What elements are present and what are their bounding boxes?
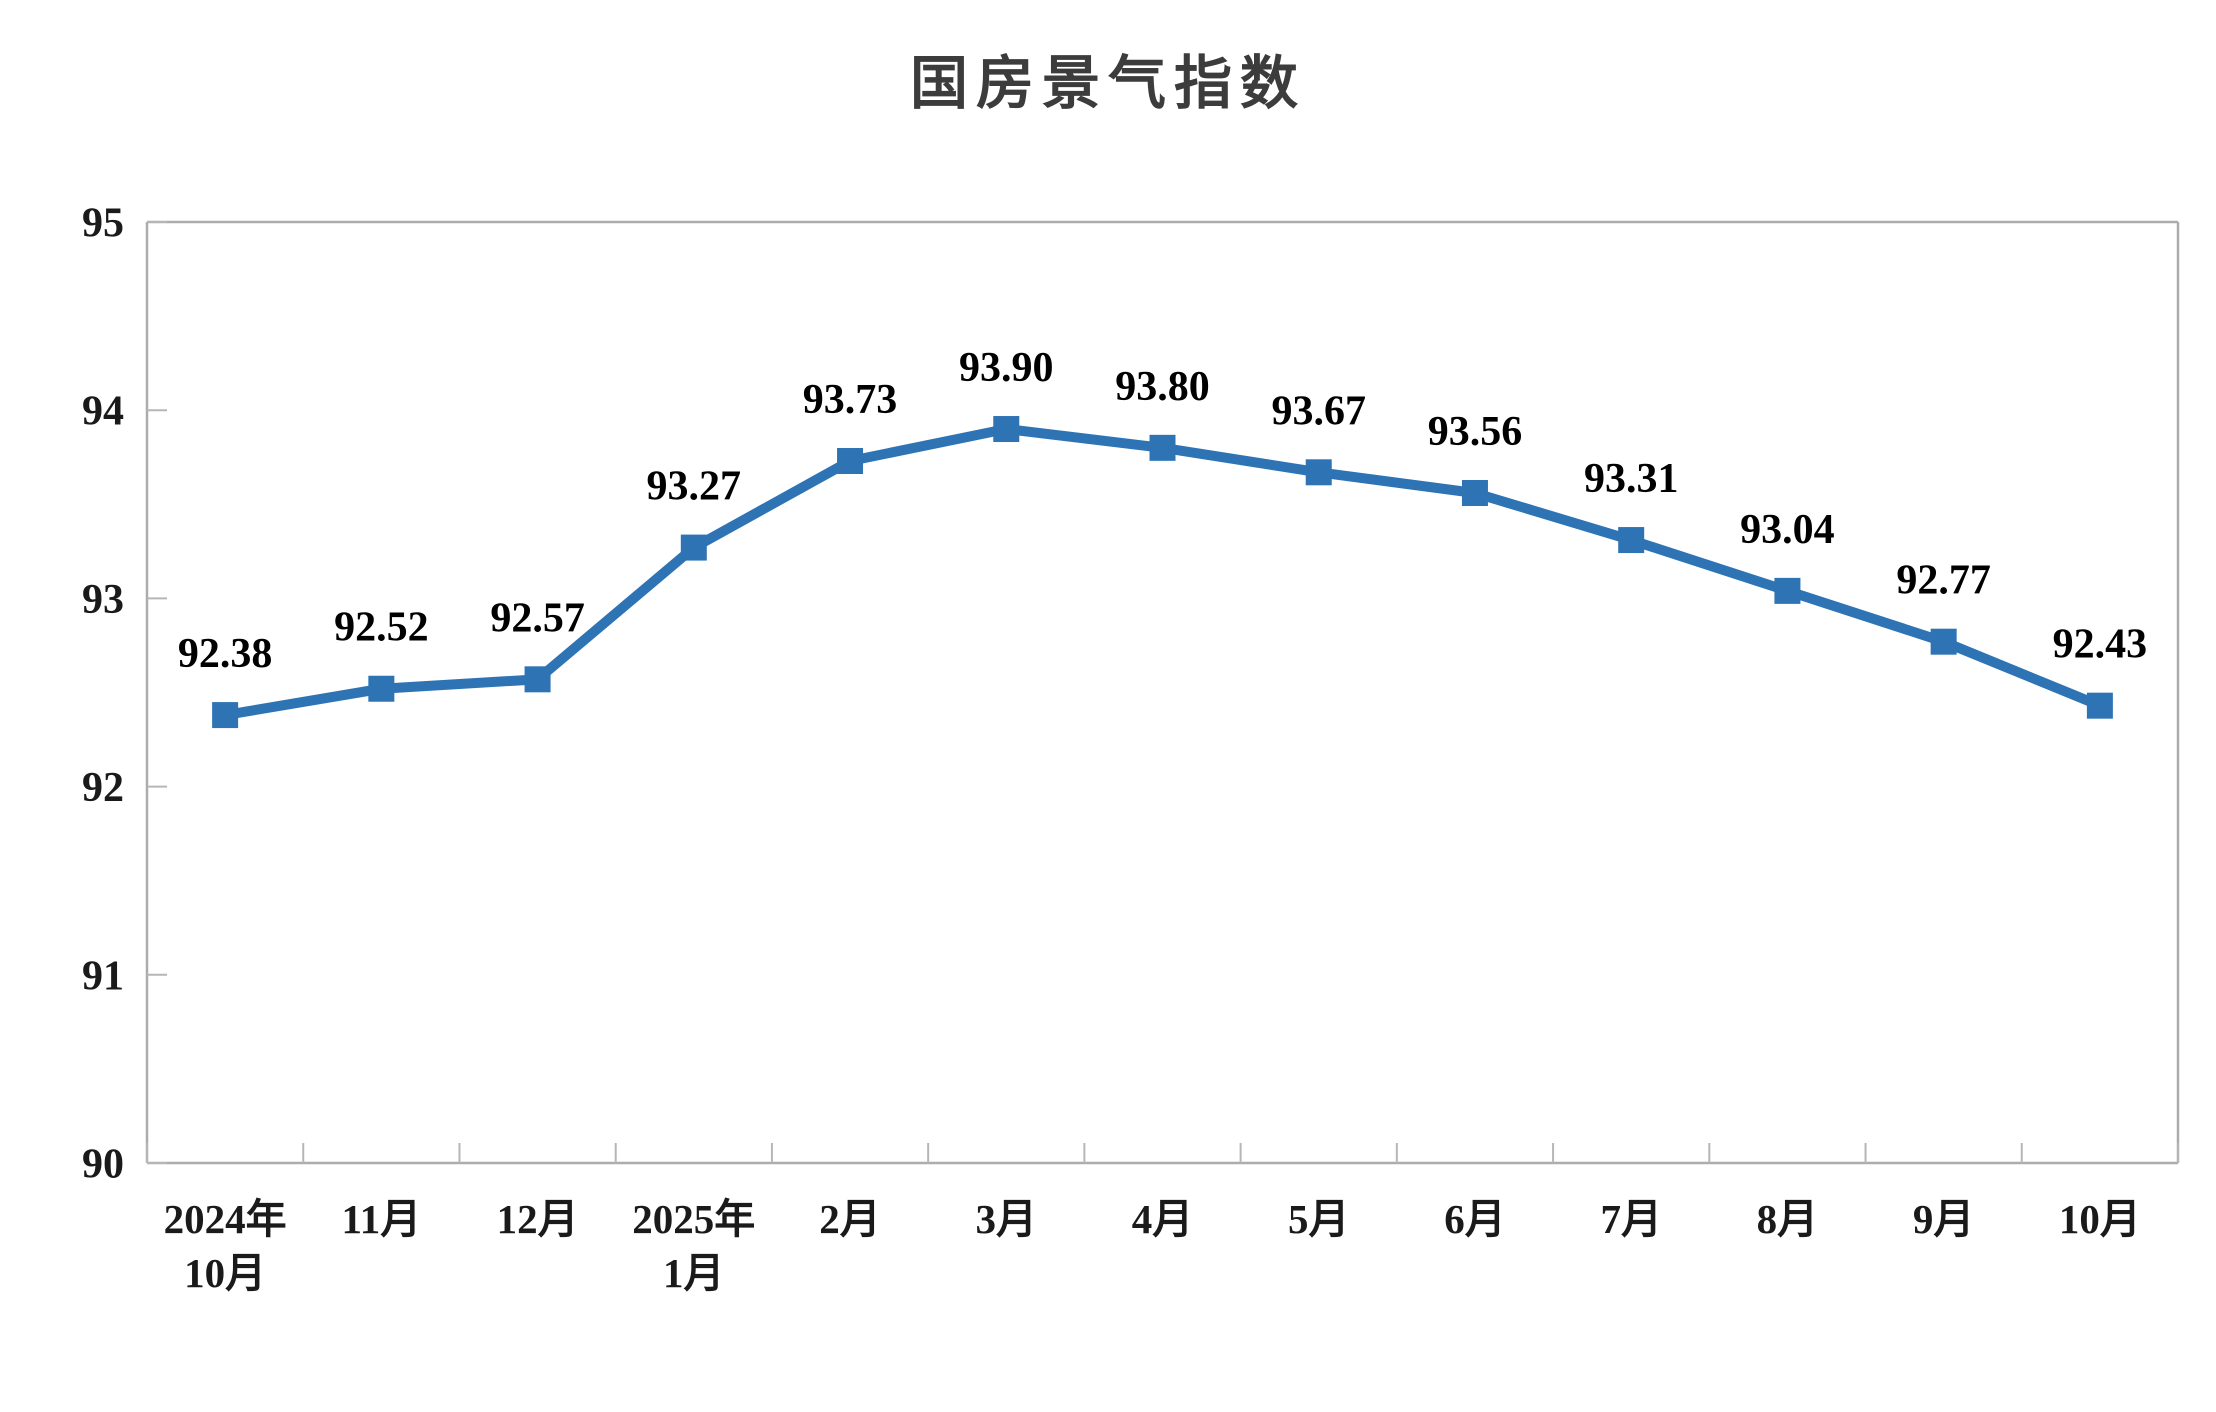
data-point-label: 92.77 [1896,558,1991,604]
x-axis-category-label: 3月 [976,1196,1038,1242]
x-axis-category-label: 9月 [1913,1196,1975,1242]
data-point-marker [1930,628,1957,655]
data-point-label: 93.80 [1115,364,1210,410]
x-axis-category-label: 12月 [497,1196,579,1242]
x-axis-category-label: 2025年 1月 [632,1196,755,1296]
x-axis-category-label: 11月 [341,1196,421,1242]
y-axis-tick-label: 93 [82,577,124,623]
data-point-marker [1618,527,1645,554]
data-point-marker [1305,459,1332,486]
data-point-marker [837,448,864,475]
x-axis-category-label: 2024年 10月 [164,1196,287,1296]
data-point-label: 92.57 [490,595,585,641]
x-axis-category-label: 6月 [1444,1196,1506,1242]
data-point-label: 92.38 [178,631,273,677]
y-axis-tick-label: 94 [82,389,124,435]
data-point-marker [2086,692,2113,719]
data-point-marker [368,675,395,702]
x-axis-category-label: 8月 [1757,1196,1819,1242]
data-point-marker [680,534,707,561]
y-axis-tick-label: 91 [82,953,124,999]
data-point-label: 93.04 [1740,507,1835,553]
x-axis-category-label: 5月 [1288,1196,1350,1242]
data-point-label: 92.52 [334,605,429,651]
data-point-label: 93.73 [803,377,898,423]
y-axis-tick-label: 95 [82,201,124,247]
data-point-label: 93.56 [1428,409,1523,455]
data-point-marker [1149,434,1176,461]
chart-title: 国房景气指数 [909,51,1306,116]
data-line [220,424,2105,721]
x-axis-category-label: 4月 [1132,1196,1194,1242]
data-point-marker [1461,480,1488,507]
y-axis-tick-label: 92 [82,765,124,811]
data-point-label: 93.31 [1584,456,1679,502]
data-point-label: 93.27 [647,464,742,510]
data-point-label: 93.67 [1271,388,1366,434]
x-axis-category-label: 10月 [2059,1196,2141,1242]
y-axis-tick-label: 90 [82,1142,124,1188]
data-point-marker [212,702,239,729]
data-point-label: 93.90 [959,345,1054,391]
data-point-marker [993,416,1020,443]
x-axis-category-label: 7月 [1600,1196,1662,1242]
data-point-marker [524,666,551,693]
data-point-marker [1774,577,1801,604]
x-axis-category-label: 2月 [819,1196,881,1242]
data-point-label: 92.43 [2053,622,2148,668]
